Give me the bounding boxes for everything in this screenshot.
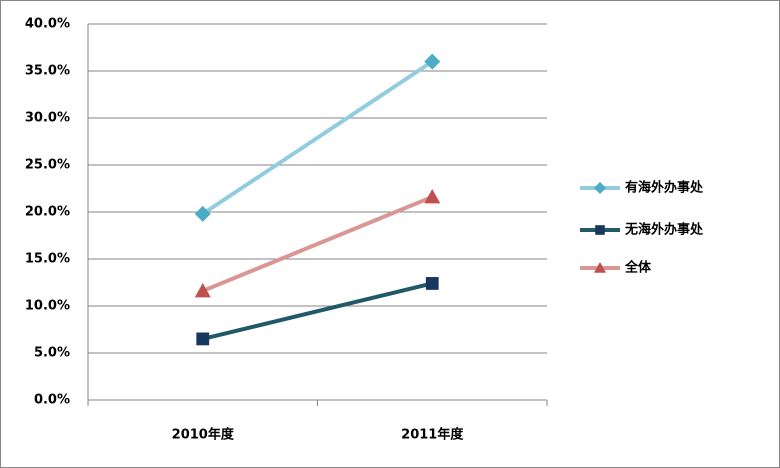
x-tick-label: 2011年度 bbox=[401, 427, 464, 443]
y-tick-label: 10.0% bbox=[25, 299, 70, 314]
legend-marker bbox=[595, 225, 605, 235]
data-point bbox=[424, 188, 441, 204]
legend-label: 全体 bbox=[624, 260, 652, 276]
legend-label: 无海外办事处 bbox=[624, 222, 704, 238]
data-point bbox=[425, 277, 439, 290]
y-tick-label: 35.0% bbox=[25, 64, 70, 79]
legend-marker bbox=[594, 182, 606, 194]
data-point bbox=[194, 205, 211, 222]
data-point bbox=[194, 282, 211, 298]
y-tick-label: 15.0% bbox=[25, 252, 70, 267]
y-tick-label: 40.0% bbox=[25, 17, 70, 32]
y-tick-label: 20.0% bbox=[25, 205, 70, 220]
legend-marker bbox=[594, 262, 606, 273]
y-tick-label: 30.0% bbox=[25, 111, 70, 126]
series-line bbox=[202, 281, 433, 341]
data-point bbox=[424, 53, 441, 70]
y-tick-label: 0.0% bbox=[34, 393, 70, 408]
series-line bbox=[201, 59, 434, 216]
y-tick-label: 25.0% bbox=[25, 158, 70, 173]
legend-label: 有海外办事处 bbox=[625, 180, 704, 196]
series-line bbox=[201, 195, 434, 293]
y-tick-label: 5.0% bbox=[34, 346, 70, 361]
x-tick-label: 2010年度 bbox=[172, 427, 235, 443]
data-point bbox=[196, 332, 210, 346]
